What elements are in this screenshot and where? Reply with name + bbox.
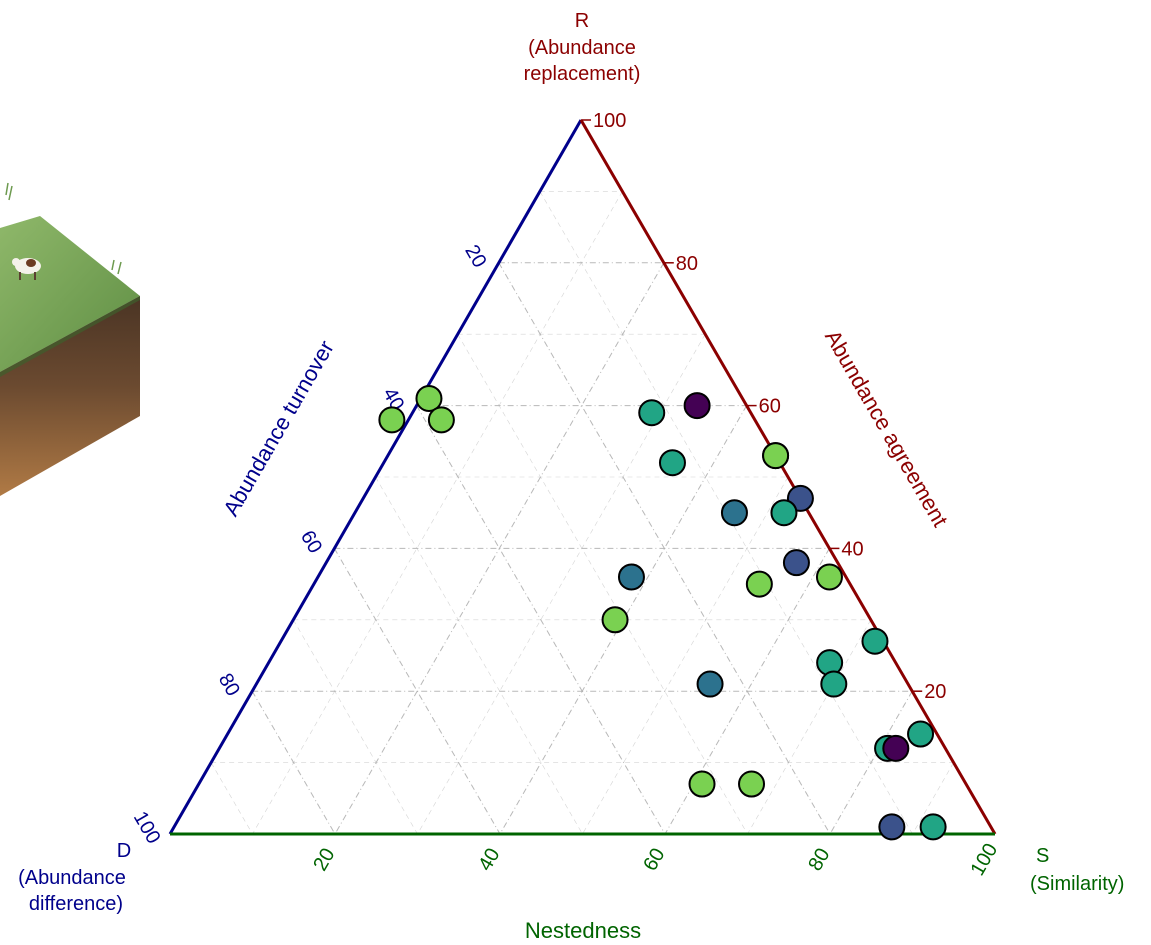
data-point-4 <box>683 392 711 420</box>
left-tick-label-100: 100 <box>129 808 165 848</box>
vertex-top-letter: R <box>575 10 589 32</box>
data-point-27 <box>919 813 947 841</box>
data-point-19 <box>820 670 848 698</box>
left-tick-label-60: 60 <box>296 527 326 557</box>
data-point-13 <box>617 563 645 591</box>
data-point-2 <box>638 399 666 427</box>
data-point-5 <box>378 406 406 434</box>
vertex-top-caption-2: replacement) <box>524 63 641 85</box>
grid-line-s-10 <box>252 191 623 835</box>
grid-line-d-50 <box>375 476 583 835</box>
cow-grassland-illustration <box>0 182 140 496</box>
vertex-label-left: D (Abundance difference) <box>18 840 131 915</box>
grid-line-d-90 <box>210 762 253 835</box>
vertex-right-letter: S <box>1036 845 1049 867</box>
data-point-1 <box>415 384 443 412</box>
cow-icon <box>12 258 41 280</box>
data-point-20 <box>696 670 724 698</box>
bottom-tick-label-80: 80 <box>804 845 834 875</box>
data-point-24 <box>688 770 716 798</box>
data-point-12 <box>782 549 810 577</box>
vertex-label-right: S (Similarity) <box>1030 845 1124 895</box>
grid-line-s-70 <box>747 619 872 835</box>
bottom-axis-title: Nestedness <box>525 918 641 943</box>
vertex-right-caption-1: (Similarity) <box>1030 873 1124 895</box>
ternary-points <box>378 384 947 841</box>
right-tick-label-60: 60 <box>759 396 781 418</box>
grid-line-s-80 <box>829 690 913 835</box>
data-point-17 <box>861 627 889 655</box>
bottom-tick-label-40: 40 <box>474 845 504 875</box>
grid-line-d-80 <box>251 690 336 835</box>
data-point-8 <box>762 442 790 470</box>
data-point-23 <box>882 734 910 762</box>
ternary-grid <box>210 191 954 835</box>
data-point-14 <box>745 570 773 598</box>
data-point-11 <box>720 499 748 527</box>
ternary-triangle <box>168 119 997 836</box>
grid-line-s-50 <box>582 476 789 835</box>
right-tick-label-80: 80 <box>676 253 698 275</box>
vertex-left-caption-1: (Abundance <box>18 867 126 889</box>
grid-line-d-70 <box>293 619 418 835</box>
grid-line-d-30 <box>457 334 748 835</box>
grid-line-s-90 <box>912 762 954 835</box>
left-axis-title: Abundance turnover <box>218 336 339 520</box>
data-point-10 <box>770 499 798 527</box>
right-tick-label-100: 100 <box>593 110 626 132</box>
right-edge-axis-line <box>579 119 997 835</box>
bottom-tick-label-100: 100 <box>967 840 1003 880</box>
vertex-label-top: R (Abundance replacement) <box>524 10 641 85</box>
left-tick-label-80: 80 <box>214 670 244 700</box>
data-point-21 <box>907 720 935 748</box>
left-edge-axis-line <box>168 119 583 835</box>
bottom-tick-label-20: 20 <box>309 845 339 875</box>
right-tick-label-40: 40 <box>841 538 863 560</box>
left-tick-label-20: 20 <box>460 241 490 271</box>
grid-line-s-30 <box>417 334 706 835</box>
data-point-6 <box>427 406 455 434</box>
data-point-25 <box>738 770 766 798</box>
right-axis-title: Abundance agreement <box>820 326 953 531</box>
data-point-26 <box>878 813 906 841</box>
data-point-16 <box>601 606 629 634</box>
grid-line-d-60 <box>333 548 501 835</box>
bottom-tick-label-60: 60 <box>639 845 669 875</box>
vertex-left-letter: D <box>117 840 131 862</box>
data-point-3 <box>658 449 686 477</box>
data-point-15 <box>815 563 843 591</box>
right-tick-label-20: 20 <box>924 681 946 703</box>
vertex-top-caption-1: (Abundance <box>528 37 636 59</box>
vertex-left-caption-2: difference) <box>29 893 123 915</box>
